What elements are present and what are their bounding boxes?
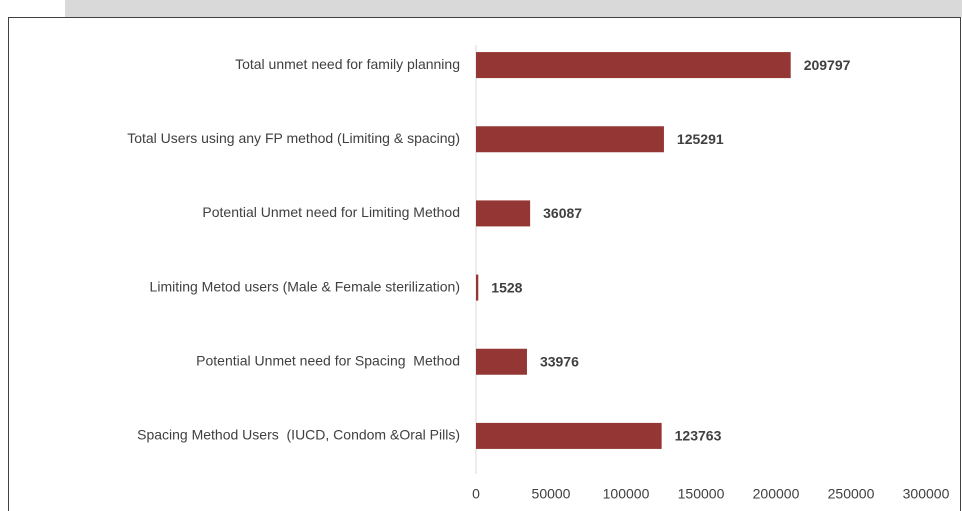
y-tick-label: Total Users using any FP method (Limitin… (127, 130, 460, 146)
x-tick-label: 100000 (603, 486, 650, 502)
bar (476, 274, 479, 301)
bar (476, 52, 791, 79)
bar (476, 126, 664, 153)
y-tick-label: Limiting Metod users (Male & Female ster… (150, 278, 460, 294)
x-tick-label: 150000 (678, 486, 725, 502)
x-tick-label: 300000 (903, 486, 950, 502)
value-label: 209797 (804, 57, 851, 73)
value-label: 125291 (677, 131, 724, 147)
header-band (65, 0, 962, 17)
value-label: 123763 (675, 428, 722, 444)
bar (476, 200, 531, 227)
bar (476, 422, 662, 449)
y-tick-label: Spacing Method Users (IUCD, Condom &Oral… (137, 427, 460, 443)
x-tick-label: 200000 (753, 486, 800, 502)
bar (476, 348, 527, 375)
y-tick-label: Potential Unmet need for Spacing Method (196, 352, 460, 368)
y-tick-label: Potential Unmet need for Limiting Method (202, 204, 460, 220)
y-tick-label: Total unmet need for family planning (235, 56, 460, 72)
value-label: 36087 (543, 205, 582, 221)
frame (8, 17, 961, 511)
x-tick-label: 250000 (828, 486, 875, 502)
value-label: 1528 (491, 279, 522, 295)
value-label: 33976 (540, 353, 579, 369)
x-tick-label: 0 (472, 486, 480, 502)
x-tick-label: 50000 (532, 486, 571, 502)
